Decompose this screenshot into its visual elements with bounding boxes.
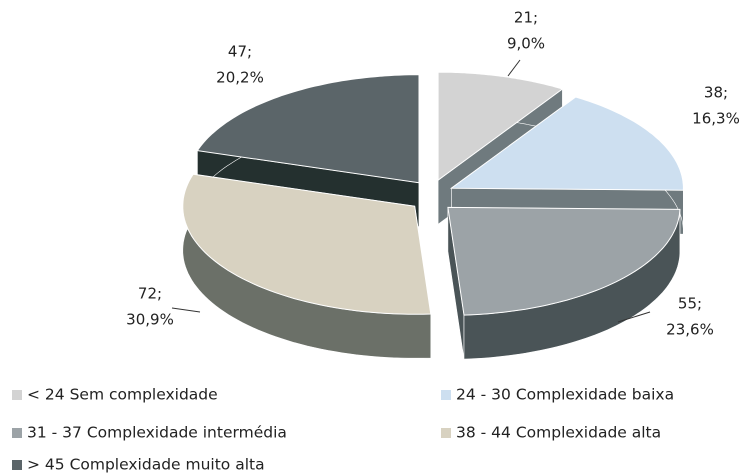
data-label: 21;	[514, 9, 538, 27]
slice	[196, 74, 420, 184]
legend-swatch	[12, 428, 22, 438]
data-label: 55;	[678, 295, 702, 313]
legend-swatch	[441, 428, 451, 438]
data-label: 30,9%	[126, 311, 174, 329]
legend-swatch	[12, 390, 22, 400]
slice	[182, 173, 432, 315]
leader-line	[171, 307, 201, 313]
data-label: 9,0%	[507, 35, 545, 53]
slice	[449, 96, 684, 191]
legend-label: 31 - 37 Complexidade intermédia	[27, 424, 287, 442]
data-label: 72;	[138, 285, 162, 303]
data-label: 16,3%	[692, 110, 740, 128]
data-label: 47;	[228, 43, 252, 61]
leader-line	[507, 59, 521, 77]
legend-swatch	[441, 390, 451, 400]
slice	[447, 206, 681, 316]
legend-label: > 45 Complexidade muito alta	[27, 456, 265, 473]
legend-swatch	[12, 460, 22, 470]
legend-label: 24 - 30 Complexidade baixa	[456, 386, 674, 404]
legend-label: 38 - 44 Complexidade alta	[456, 424, 661, 442]
data-label: 20,2%	[216, 69, 264, 87]
slice	[437, 71, 564, 182]
legend-label: < 24 Sem complexidade	[27, 386, 218, 404]
data-label: 38;	[704, 84, 728, 102]
data-label: 23,6%	[666, 321, 714, 339]
leader-line	[617, 311, 651, 323]
